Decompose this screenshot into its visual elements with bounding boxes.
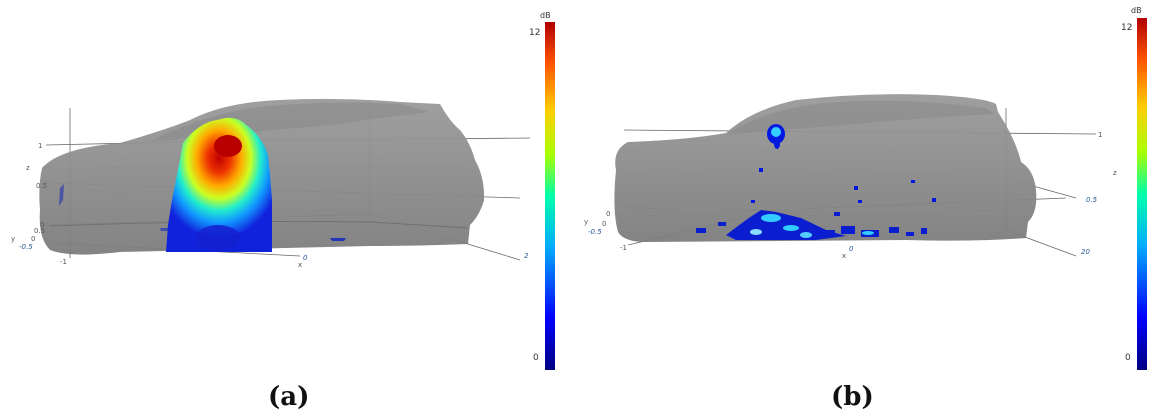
y-tick-a-0: 0: [40, 221, 44, 229]
x-axis-label-a: x: [298, 261, 302, 269]
hotspot-low-a: [196, 225, 240, 251]
colorbar-max-b: 12: [1121, 23, 1132, 33]
x-tick-a-0: 2: [524, 252, 529, 260]
artifact-a1: [59, 184, 64, 206]
colorbar-unit-a: dB: [540, 11, 551, 20]
x-tick-b-1: 0: [849, 245, 854, 253]
x-tick-a-1: 0: [303, 254, 308, 262]
artifact-a2: [330, 238, 346, 241]
x-axis-label-b: x: [842, 252, 846, 260]
z-tick-a-0: 1: [38, 142, 42, 150]
hotspot-core-a: [214, 135, 242, 157]
z-tick-b-0: 1: [1098, 131, 1102, 139]
axis-labels-a: z 1 0.5 0 0.5 y 0 -0.5 2 0 x -1: [11, 142, 529, 269]
x-tick-b-0: 20: [1081, 248, 1090, 256]
y-tick-a-3: -0.5: [19, 243, 33, 251]
caption-b: (b): [831, 382, 874, 412]
car-plot-b: 1 0.5 z 0 0 y -0.5 20 0 x -1 dB 12 0: [584, 6, 1147, 370]
z-axis-label-b: z: [1113, 169, 1117, 177]
axis-labels-b: 1 0.5 z 0 0 y -0.5 20 0 x -1: [584, 131, 1117, 260]
colorbar-unit-b: dB: [1131, 6, 1142, 15]
car-window-b: [726, 100, 994, 135]
z-tick-b-1: 0.5: [1086, 196, 1098, 204]
x-tick-a-2: -1: [60, 258, 67, 266]
z-axis-label-a: z: [26, 164, 30, 172]
y-tick-a-1: 0.5: [34, 227, 45, 235]
colorbar-b: dB 12 0: [1121, 6, 1147, 370]
car-plot-a: z 1 0.5 0 0.5 y 0 -0.5 2 0 x -1 dB 12 0: [11, 11, 555, 370]
colorbar-min-a: 0: [533, 353, 539, 363]
y-axis-label-b: y: [584, 218, 588, 226]
car-body-b: [614, 94, 1037, 242]
caption-a: (a): [268, 382, 310, 412]
y-axis-label-a: y: [11, 235, 15, 243]
z-tick-a-1: 0.5: [36, 182, 47, 190]
panel-b: 1 0.5 z 0 0 y -0.5 20 0 x -1 dB 12 0 (b): [576, 0, 1153, 414]
hotspot-field-a: [166, 117, 272, 252]
car-lines-b: [621, 172, 1032, 216]
y-tick-a-2: 0: [31, 235, 35, 243]
colorbar-min-b: 0: [1125, 353, 1131, 363]
x-tick-b-2: -1: [620, 244, 627, 252]
hotspots-b: [696, 124, 936, 240]
panel-a: z 1 0.5 0 0.5 y 0 -0.5 2 0 x -1 dB 12 0 …: [0, 0, 576, 414]
y-tick-b-0: 0: [606, 210, 610, 218]
colorbar-max-a: 12: [529, 28, 540, 38]
y-tick-b-2: -0.5: [588, 228, 602, 236]
colorbar-a: dB 12 0: [529, 11, 555, 370]
y-tick-b-1: 0: [602, 220, 606, 228]
